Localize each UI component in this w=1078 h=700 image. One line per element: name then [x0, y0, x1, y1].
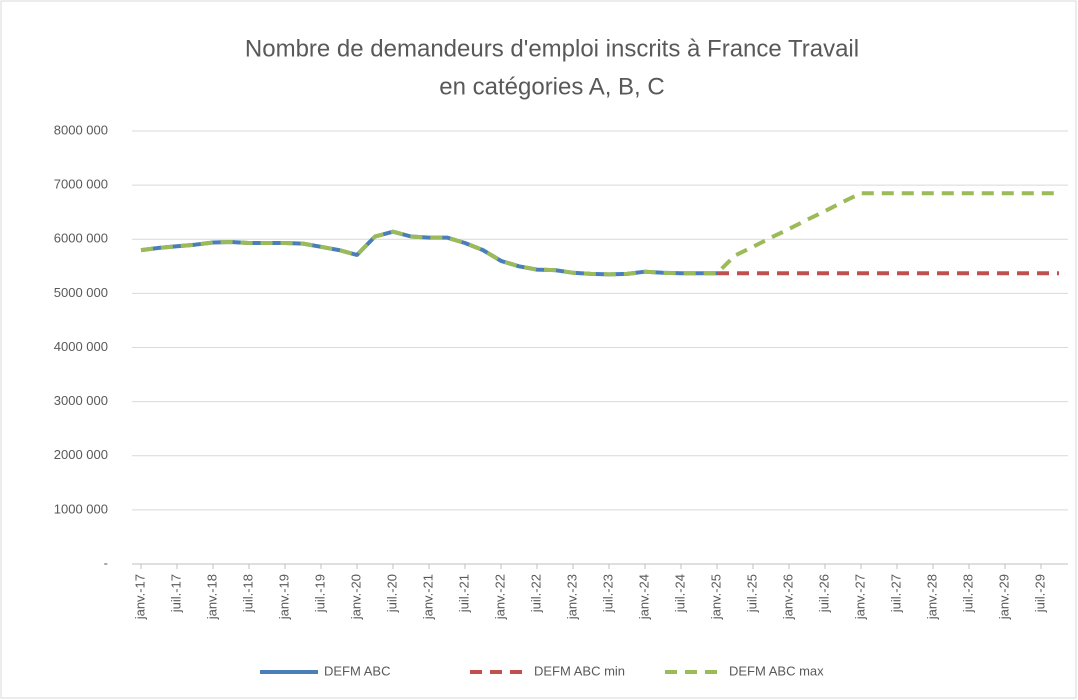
- y-tick-label: 5000 000: [54, 285, 108, 300]
- legend-item: DEFM ABC max: [665, 663, 824, 678]
- x-tick-label: janv.-21: [420, 574, 435, 620]
- x-tick-label: juil.-26: [816, 574, 831, 613]
- x-tick-label: janv.-17: [132, 574, 147, 620]
- x-tick-label: juil.-19: [312, 574, 327, 613]
- x-tick-label: juil.-27: [888, 574, 903, 613]
- x-tick-label: janv.-24: [636, 574, 651, 620]
- y-tick-label: -: [104, 555, 108, 570]
- x-tick-label: juil.-22: [528, 574, 543, 613]
- y-tick-label: 7000 000: [54, 177, 108, 192]
- series-line: [140, 229, 717, 277]
- x-tick-label: juil.-18: [240, 574, 255, 613]
- legend-item: DEFM ABC: [260, 663, 390, 678]
- y-tick-label: 4000 000: [54, 339, 108, 354]
- chart-title: Nombre de demandeurs d'emploi inscrits à…: [245, 35, 859, 62]
- y-tick-label: 1000 000: [54, 501, 108, 516]
- x-tick-label: juil.-17: [168, 574, 183, 613]
- x-tick-label: janv.-25: [708, 574, 723, 620]
- legend-label: DEFM ABC: [324, 663, 390, 678]
- x-tick-label: juil.-25: [744, 574, 759, 613]
- x-tick-label: janv.-20: [348, 574, 363, 620]
- series-line: [140, 191, 1059, 277]
- x-tick-label: juil.-20: [384, 574, 399, 613]
- x-tick-label: janv.-23: [564, 574, 579, 620]
- x-tick-label: juil.-28: [960, 574, 975, 613]
- x-tick-label: janv.-27: [852, 574, 867, 620]
- y-tick-label: 8000 000: [54, 122, 108, 137]
- x-tick-label: juil.-21: [456, 574, 471, 613]
- x-tick-label: juil.-23: [600, 574, 615, 613]
- x-tick-label: juil.-29: [1032, 574, 1047, 613]
- legend-label: DEFM ABC max: [729, 663, 824, 678]
- chart-title: en catégories A, B, C: [439, 73, 664, 100]
- legend-item: DEFM ABC min: [470, 663, 625, 678]
- x-tick-label: janv.-26: [780, 574, 795, 620]
- x-tick-label: janv.-18: [204, 574, 219, 620]
- y-tick-label: 6000 000: [54, 231, 108, 246]
- x-tick-label: janv.-19: [276, 574, 291, 620]
- x-tick-label: janv.-28: [924, 574, 939, 620]
- x-tick-label: juil.-24: [672, 574, 687, 613]
- x-tick-label: janv.-22: [492, 574, 507, 620]
- x-tick-label: janv.-29: [996, 574, 1011, 620]
- y-tick-label: 3000 000: [54, 393, 108, 408]
- legend-label: DEFM ABC min: [534, 663, 625, 678]
- y-tick-label: 2000 000: [54, 447, 108, 462]
